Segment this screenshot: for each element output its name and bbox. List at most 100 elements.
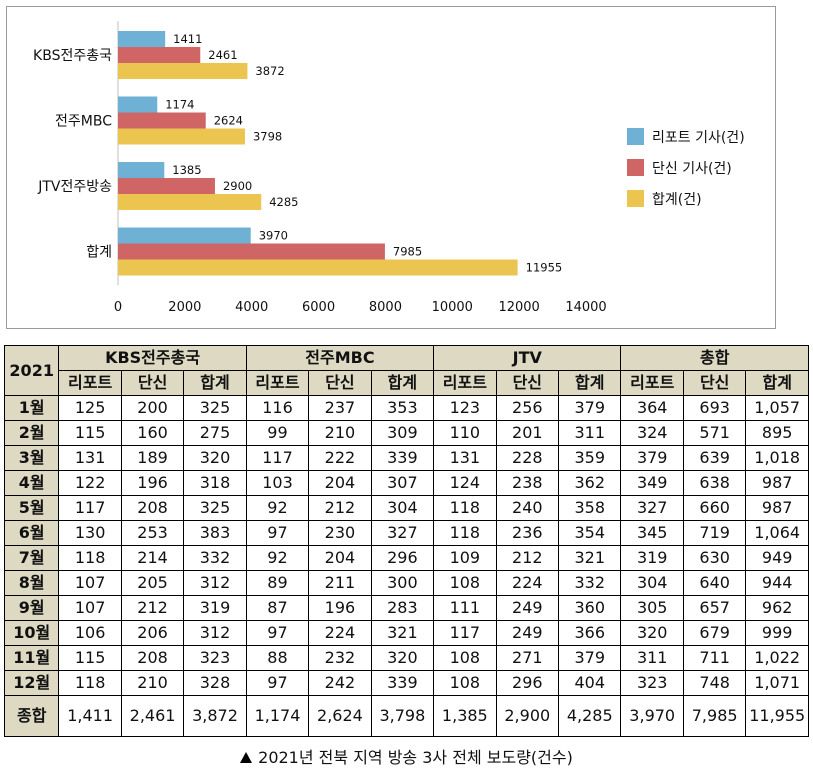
bar xyxy=(118,63,248,79)
table-row: 7월 118 214 332 92 204 296 109 212 321 319 630 949 xyxy=(3,545,809,571)
table-cell: 130 xyxy=(58,520,122,546)
table-cell: 304 xyxy=(620,570,684,596)
category-label: KBS전주총국 xyxy=(33,48,112,64)
row-label: 4월 xyxy=(3,470,60,496)
sub-header: 리포트 xyxy=(620,370,684,396)
figure-caption: 2021년 전북 지역 방송 3사 전체 보도량(건수) xyxy=(0,744,813,768)
row-label: 10월 xyxy=(3,620,60,646)
table-cell: 1,411 xyxy=(58,695,122,737)
table-corner: 2021 xyxy=(3,345,60,396)
row-label: 9월 xyxy=(3,595,60,621)
legend-swatch xyxy=(627,159,644,176)
table-cell: 92 xyxy=(245,545,310,571)
table-cell: 118 xyxy=(58,545,122,571)
table-cell: 325 xyxy=(183,395,247,421)
table-cell: 987 xyxy=(745,495,809,521)
data-label: 2624 xyxy=(214,114,243,128)
table-cell: 123 xyxy=(433,395,497,421)
table-row: 종합 1,411 2,461 3,872 1,174 2,624 3,798 1,385 2,9… xyxy=(3,695,809,737)
triangle-up-icon xyxy=(240,752,253,763)
table-cell: 300 xyxy=(370,570,435,596)
table-row: 6월 130 253 383 97 230 327 118 236 354 345 719 1,064 xyxy=(3,520,809,546)
table-cell: 999 xyxy=(745,620,809,646)
sub-header: 단신 xyxy=(682,370,747,396)
table-cell: 107 xyxy=(58,595,122,621)
report-table: 2021 KBS전주총국 전주MBC JTV 총합 리포트 단신 합계 리포트 단신 합계… xyxy=(3,345,809,737)
row-label: 7월 xyxy=(3,545,60,571)
table-cell: 11,955 xyxy=(745,695,809,737)
row-label: 5월 xyxy=(3,495,60,521)
table-cell: 327 xyxy=(620,495,684,521)
x-tick-label: 2000 xyxy=(168,300,201,315)
sub-header: 리포트 xyxy=(433,370,497,396)
x-tick-label: 14000 xyxy=(565,300,606,315)
sub-header: 합계 xyxy=(183,370,247,396)
group-header: KBS전주총국 xyxy=(58,345,247,371)
table-cell: 236 xyxy=(495,520,560,546)
table-cell: 7,985 xyxy=(682,695,747,737)
table-row: 10월 106 206 312 97 224 321 117 249 366 320 679 999 xyxy=(3,620,809,646)
table-cell: 1,064 xyxy=(745,520,809,546)
table-cell: 214 xyxy=(120,545,185,571)
table-cell: 103 xyxy=(245,470,310,496)
table-cell: 212 xyxy=(495,545,560,571)
table-cell: 711 xyxy=(682,645,747,671)
table-cell: 2,624 xyxy=(308,695,372,737)
table-cell: 693 xyxy=(682,395,747,421)
table-cell: 206 xyxy=(120,620,185,646)
legend-swatch xyxy=(627,128,644,145)
table-cell: 3,872 xyxy=(183,695,247,737)
sub-header: 단신 xyxy=(308,370,372,396)
table-cell: 92 xyxy=(245,495,310,521)
table-cell: 325 xyxy=(183,495,247,521)
group-header: 총합 xyxy=(620,345,809,371)
table-row: 3월 131 189 320 117 222 339 131 228 359 379 639 1,018 xyxy=(3,445,809,471)
table-cell: 895 xyxy=(745,420,809,446)
table-cell: 311 xyxy=(558,420,622,446)
table-cell: 638 xyxy=(682,470,747,496)
table-cell: 210 xyxy=(308,420,372,446)
table-cell: 117 xyxy=(245,445,310,471)
table-cell: 379 xyxy=(558,395,622,421)
table-cell: 404 xyxy=(558,670,622,696)
bar xyxy=(118,128,245,145)
table-cell: 296 xyxy=(495,670,560,696)
table-cell: 296 xyxy=(370,545,435,571)
table-cell: 118 xyxy=(433,495,497,521)
table-cell: 319 xyxy=(620,545,684,571)
table-cell: 228 xyxy=(495,445,560,471)
data-label: 3970 xyxy=(259,229,288,243)
chart-panel: KBS전주총국 1411 2461 3872 전주MBC 1174 2624 3798 JTV전… xyxy=(6,6,776,329)
table-cell: 660 xyxy=(682,495,747,521)
table-cell: 97 xyxy=(245,620,310,646)
bar xyxy=(118,96,158,113)
x-tick-label: 12000 xyxy=(498,300,539,315)
table-cell: 359 xyxy=(558,445,622,471)
data-label: 1174 xyxy=(165,98,194,112)
table-cell: 200 xyxy=(120,395,185,421)
table-cell: 332 xyxy=(183,545,247,571)
table-cell: 362 xyxy=(558,470,622,496)
bar xyxy=(118,178,215,194)
table-cell: 224 xyxy=(495,570,560,596)
table-cell: 311 xyxy=(620,645,684,671)
table-cell: 115 xyxy=(58,645,122,671)
table-cell: 353 xyxy=(370,395,435,421)
category-label: 전주MBC xyxy=(55,114,112,130)
row-label: 12월 xyxy=(3,670,60,696)
x-tick-label: 8000 xyxy=(369,300,402,315)
table-cell: 304 xyxy=(370,495,435,521)
table-cell: 97 xyxy=(245,670,310,696)
x-tick-label: 4000 xyxy=(235,300,268,315)
table-cell: 249 xyxy=(495,620,560,646)
table-cell: 318 xyxy=(183,470,247,496)
table-cell: 1,071 xyxy=(745,670,809,696)
table-cell: 4,285 xyxy=(558,695,622,737)
legend-label: 리포트 기사(건) xyxy=(652,130,745,146)
data-label: 4285 xyxy=(269,195,298,209)
table-cell: 312 xyxy=(183,570,247,596)
sub-header: 단신 xyxy=(495,370,560,396)
table-cell: 944 xyxy=(745,570,809,596)
table-cell: 212 xyxy=(308,495,372,521)
table-cell: 320 xyxy=(183,445,247,471)
